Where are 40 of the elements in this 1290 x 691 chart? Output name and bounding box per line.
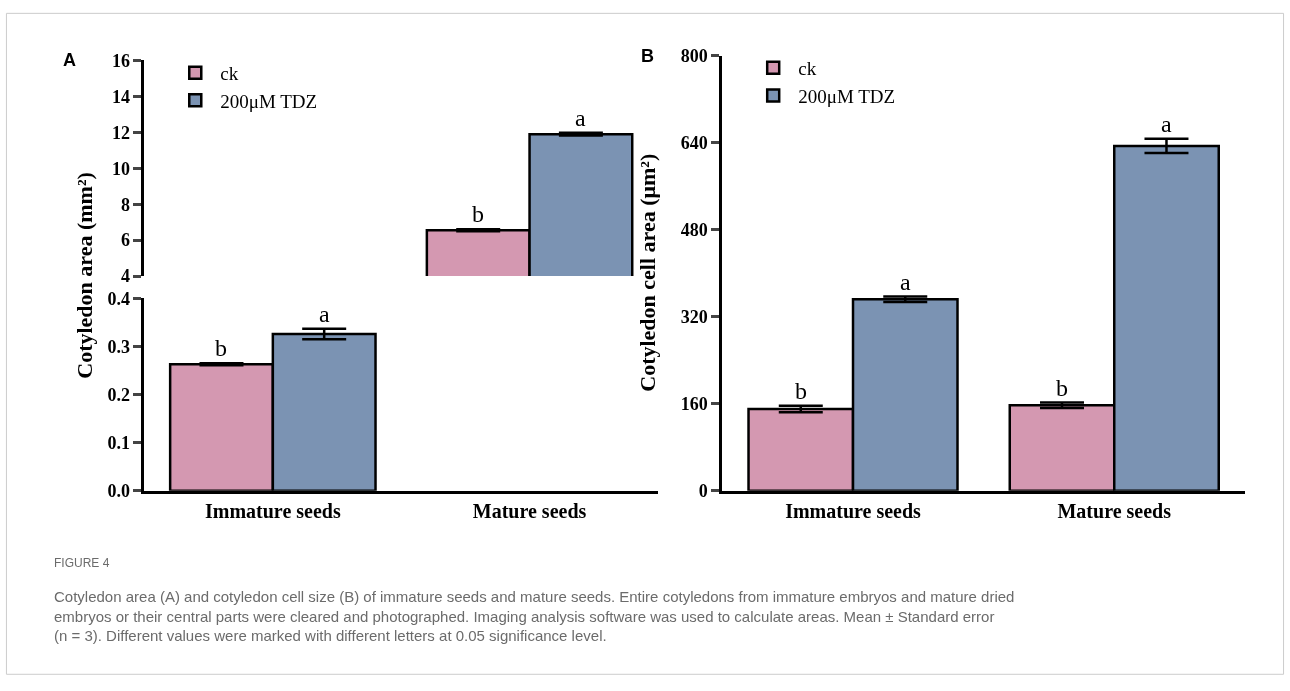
x-tick-label: Mature seeds [472, 499, 587, 522]
annotation: a [319, 301, 330, 327]
x-tick-label: Immature seeds [785, 499, 922, 522]
y-tick-label: 0.2 [107, 384, 130, 405]
y-axis-title: Cotyledon area (mm²) [71, 172, 97, 379]
legend-label: 200μM TDZ [798, 85, 896, 107]
y-tick-label: 0.1 [107, 432, 130, 453]
legend-label: ck [798, 58, 817, 80]
y-tick-label: 480 [680, 219, 708, 240]
annotation: b [472, 201, 484, 227]
text: Cotyledon area (A) and cotyledon cell size (B) of immature seeds and mature seeds. Entire cotyledons from immature embryos and mature dried embryos or their central parts were cleared and photographed. Imaging analysis software was used to calculate areas. Mean ± Standard error (n = 3). Different values were marked with different letters at 0.05 significance level. [54, 588, 1015, 644]
y-tick-label: 0.0 [107, 480, 130, 501]
y-tick-label: 4 [120, 266, 130, 287]
y-tick-label: 6 [120, 230, 130, 251]
annotation: b [1056, 375, 1068, 401]
x-tick-label: Mature seeds [1057, 499, 1172, 522]
y-tick-label: 8 [120, 194, 130, 215]
y-tick-label: 320 [680, 306, 708, 327]
y-tick-label: 10 [111, 158, 130, 179]
y-tick-label: 12 [111, 122, 130, 143]
annotation: b [795, 378, 807, 404]
y-tick-label: 160 [680, 393, 708, 414]
annotation: a [1161, 111, 1172, 137]
annotation: a [575, 105, 586, 131]
y-tick-label: 16 [111, 50, 130, 71]
caption: FIGURE 4 [54, 556, 110, 570]
y-tick-label: 800 [680, 45, 708, 66]
x-tick-label: Immature seeds [204, 499, 341, 522]
annotation: B [641, 46, 654, 66]
text: A [63, 50, 76, 70]
y-tick-label: 640 [680, 132, 708, 153]
legend-label: ck [220, 63, 239, 85]
annotation: a [900, 269, 911, 295]
y-axis-title: Cotyledon cell area (μm²) [635, 153, 661, 392]
annotation: b [215, 335, 227, 361]
y-tick-label: 0.4 [107, 288, 130, 309]
y-tick-label: 14 [111, 86, 130, 107]
y-tick-label: 0.3 [107, 336, 130, 357]
legend-label: 200μM TDZ [220, 90, 318, 112]
y-tick-label: 0 [698, 480, 708, 501]
